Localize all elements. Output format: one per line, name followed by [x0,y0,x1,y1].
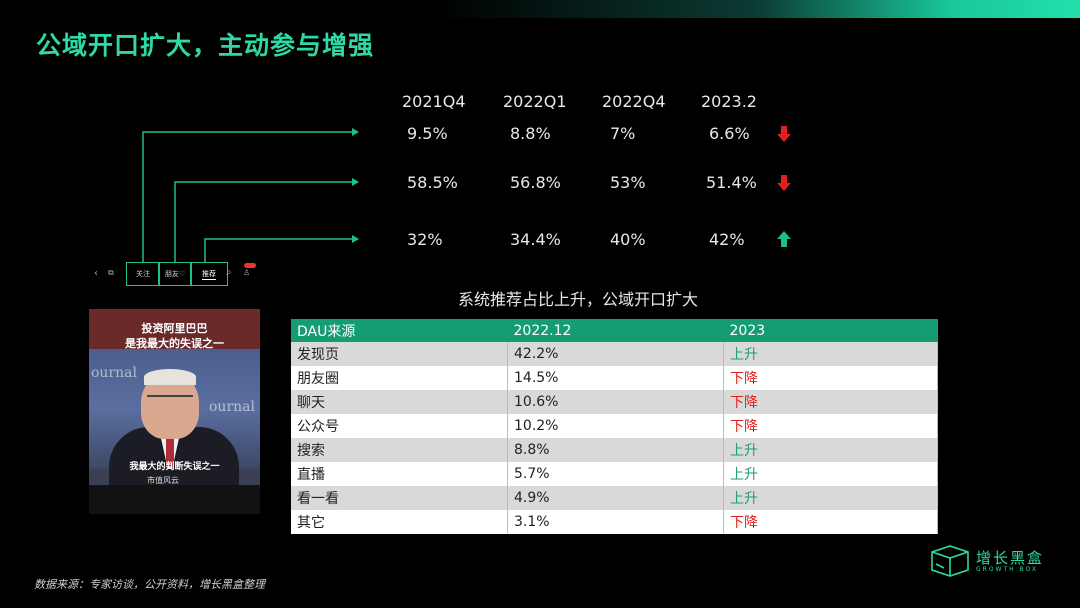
table-row: 直播 5.7% 上升 [291,462,938,486]
quarter-header: 2022Q4 [602,92,666,111]
table-row: 聊天 10.6% 下降 [291,390,938,414]
row1-value: 7% [610,124,636,143]
trend-cell: 上升 [723,438,938,462]
video-thumbnail[interactable]: ournal ournal 投资阿里巴巴 是我最大的失误之一 我最大的判断失误之… [89,309,260,514]
table-row: 搜索 8.8% 上升 [291,438,938,462]
trend-cell: 下降 [723,390,938,414]
brand-logo: 增长黑盒 GROWTH BOX [928,544,1058,578]
dau-source-table: DAU来源 2022.12 2023 发现页 42.2% 上升 朋友圈 14.5… [291,319,938,534]
row3-value: 34.4% [510,230,561,249]
background-text: ournal [209,399,255,415]
quarter-header: 2022Q1 [503,92,567,111]
top-gradient-bar [0,0,1080,18]
table-row: 其它 3.1% 下降 [291,510,938,534]
up-arrow-icon [777,231,791,247]
quarter-header: 2021Q4 [402,92,466,111]
table-row: 看一看 4.9% 上升 [291,486,938,510]
notification-badge [244,263,256,268]
trend-cell: 上升 [723,462,938,486]
video-caption: 我最大的判断失误之一 [129,462,220,472]
row2-value: 56.8% [510,173,561,192]
value-cell: 3.1% [507,510,724,534]
value-cell: 10.6% [507,390,724,414]
column-header: 2022.12 [507,319,724,342]
video-headline-line: 投资阿里巴巴 [141,322,208,335]
down-arrow-icon [777,175,791,191]
video-byline: 市值风云 [147,476,179,485]
value-cell: 10.2% [507,414,724,438]
trend-cell: 下降 [723,510,938,534]
speaker-glasses [147,395,193,407]
source-cell: 其它 [291,510,508,534]
source-cell: 聊天 [291,390,508,414]
box-logo-icon [931,545,969,577]
trend-cell: 下降 [723,414,938,438]
column-header: DAU来源 [291,319,508,342]
table-row: 发现页 42.2% 上升 [291,342,938,366]
search-icon[interactable]: ⌕ [226,267,232,278]
tab-follow[interactable]: 关注 [126,262,160,286]
row3-value: 32% [407,230,443,249]
source-cell: 看一看 [291,486,508,510]
row1-value: 8.8% [510,124,551,143]
row2-value: 53% [610,173,646,192]
speaker-tie [166,437,174,467]
profile-icon[interactable]: ♙ [243,268,251,277]
source-cell: 发现页 [291,342,508,366]
row1-value: 6.6% [709,124,750,143]
trend-cell: 下降 [723,366,938,390]
source-cell: 搜索 [291,438,508,462]
app-tab-bar: ‹ ⧉ 关注 朋友♡ 推荐 ⌕ ♙ [92,262,264,286]
value-cell: 5.7% [507,462,724,486]
row2-value: 51.4% [706,173,757,192]
tab-recommend-label: 推荐 [202,269,216,280]
down-arrow-icon [777,126,791,142]
video-headline: 投资阿里巴巴 是我最大的失误之一 [89,321,260,351]
background-text: ournal [91,365,137,381]
source-cell: 朋友圈 [291,366,508,390]
row3-value: 40% [610,230,646,249]
table-subtitle: 系统推荐占比上升，公域开口扩大 [458,290,699,309]
copy-icon[interactable]: ⧉ [108,268,114,277]
source-cell: 直播 [291,462,508,486]
data-source-note: 数据来源：专家访谈，公开资料，增长黑盒整理 [34,578,265,591]
row3-value: 42% [709,230,745,249]
tab-recommend[interactable]: 推荐 [190,262,228,286]
trend-cell: 上升 [723,486,938,510]
value-cell: 42.2% [507,342,724,366]
value-cell: 4.9% [507,486,724,510]
speaker-hair [144,369,196,385]
trend-cell: 上升 [723,342,938,366]
tab-friends[interactable]: 朋友♡ [158,262,192,286]
value-cell: 14.5% [507,366,724,390]
table-row: 朋友圈 14.5% 下降 [291,366,938,390]
row1-value: 9.5% [407,124,448,143]
logo-tagline: GROWTH BOX [976,566,1039,573]
row2-value: 58.5% [407,173,458,192]
quarter-header: 2023.2 [701,92,757,111]
source-cell: 公众号 [291,414,508,438]
page-title: 公域开口扩大，主动参与增强 [36,31,375,60]
table-row: 公众号 10.2% 下降 [291,414,938,438]
video-headline-line: 是我最大的失误之一 [125,337,224,350]
logo-name: 增长黑盒 [976,549,1045,567]
back-icon[interactable]: ‹ [94,268,98,279]
thumbnail-footer [89,485,260,514]
column-header: 2023 [723,319,938,342]
value-cell: 8.8% [507,438,724,462]
